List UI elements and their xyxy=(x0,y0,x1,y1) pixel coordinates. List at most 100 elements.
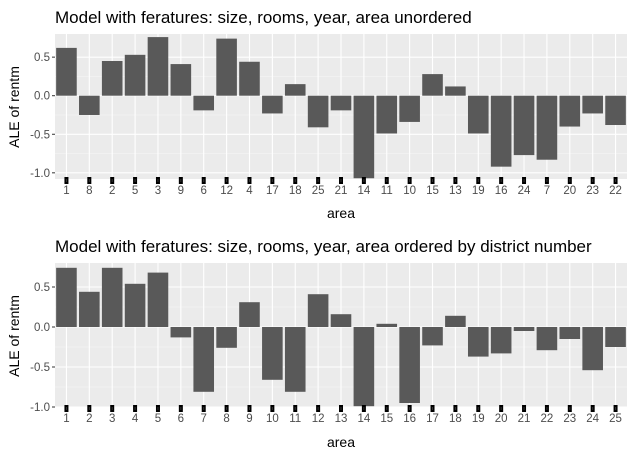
x-tick-label: 22 xyxy=(541,413,554,425)
x-tick-label: 6 xyxy=(178,413,184,425)
bar xyxy=(445,315,466,327)
x-tick-label: 5 xyxy=(132,185,138,197)
x-tick-label: 18 xyxy=(289,185,302,197)
x-tick-label: 3 xyxy=(155,185,161,197)
x-tick-label: 11 xyxy=(381,185,393,197)
bar xyxy=(216,327,237,348)
x-tick-label: 21 xyxy=(518,413,531,425)
y-tick-label: -1.0 xyxy=(30,402,50,414)
bar xyxy=(147,272,169,327)
x-axis-title: area xyxy=(327,434,355,450)
bar xyxy=(101,60,123,96)
chart-title: Model with feratures: size, rooms, year,… xyxy=(55,8,472,27)
x-tick-label: 12 xyxy=(220,185,233,197)
bar xyxy=(513,327,535,331)
y-tick-label: -0.5 xyxy=(30,129,50,141)
x-tick-label: 19 xyxy=(472,185,485,197)
x-tick-label: 13 xyxy=(449,185,462,197)
x-tick-label: 8 xyxy=(86,185,92,197)
x-tick-label: 2 xyxy=(109,185,115,197)
bar xyxy=(124,54,146,96)
bar xyxy=(79,291,100,327)
x-tick-label: 24 xyxy=(586,413,599,425)
x-tick-label: 1 xyxy=(63,185,69,197)
bar xyxy=(490,327,512,354)
x-tick-label: 18 xyxy=(449,413,462,425)
x-tick-label: 20 xyxy=(495,413,508,425)
bar xyxy=(399,327,420,403)
bar xyxy=(490,95,512,167)
bar xyxy=(422,74,443,96)
x-tick-label: 5 xyxy=(155,413,161,425)
bar xyxy=(284,327,306,392)
bar xyxy=(467,327,489,357)
x-tick-label: 15 xyxy=(426,185,439,197)
x-tick-label: 14 xyxy=(357,185,370,197)
y-axis-title: ALE of rentm xyxy=(6,295,22,377)
bar xyxy=(170,327,192,338)
x-tick-label: 17 xyxy=(426,413,439,425)
bar xyxy=(193,95,215,111)
x-tick-label: 13 xyxy=(335,413,348,425)
bar xyxy=(262,327,283,380)
bar xyxy=(307,95,329,128)
bar xyxy=(330,314,352,327)
bar xyxy=(239,61,260,96)
bar xyxy=(582,95,603,114)
chart-ordered: Model with feratures: size, rooms, year,… xyxy=(6,237,627,450)
bar xyxy=(193,327,215,392)
x-tick-label: 3 xyxy=(109,413,115,425)
x-tick-label: 7 xyxy=(544,185,550,197)
bar xyxy=(467,95,489,134)
x-tick-label: 25 xyxy=(609,413,622,425)
bar xyxy=(330,95,352,111)
y-axis: -1.0 -0.5 0.0 0.5 xyxy=(30,52,55,180)
y-tick-label: 0.5 xyxy=(34,52,50,64)
x-tick-label: 4 xyxy=(132,413,139,425)
bar xyxy=(284,84,306,96)
x-tick-label: 14 xyxy=(357,413,370,425)
bar xyxy=(262,95,283,114)
bar xyxy=(445,86,466,96)
x-tick-label: 9 xyxy=(246,413,252,425)
chart-title: Model with feratures: size, rooms, year,… xyxy=(55,237,592,256)
x-tick-label: 7 xyxy=(201,413,207,425)
x-tick-label: 16 xyxy=(495,185,508,197)
x-tick-label: 15 xyxy=(380,413,393,425)
bar xyxy=(536,95,558,160)
y-tick-label: -0.5 xyxy=(30,362,50,374)
x-tick-label: 1 xyxy=(63,413,69,425)
x-tick-label: 12 xyxy=(312,413,325,425)
bar xyxy=(101,267,123,327)
bars xyxy=(56,267,626,407)
y-tick-label: 0.5 xyxy=(34,282,50,294)
x-tick-label: 4 xyxy=(246,185,253,197)
bar xyxy=(582,327,603,371)
x-tick-label: 21 xyxy=(335,185,348,197)
x-axis: 1 8 2 5 3 9 6 12 4 17 18 25 21 14 11 10 15 13 19 16 24 7 20 23 2… xyxy=(63,179,622,197)
x-tick-label: 11 xyxy=(289,413,301,425)
x-tick-label: 19 xyxy=(472,413,485,425)
y-tick-label: 0.0 xyxy=(34,322,50,334)
bar xyxy=(376,95,398,134)
x-tick-label: 8 xyxy=(223,413,229,425)
bar xyxy=(239,302,260,327)
bar xyxy=(124,283,146,327)
bar xyxy=(216,38,237,96)
x-axis: 1 2 3 4 5 6 7 8 9 10 11 12 13 14 15 16 17 18 19 20 21 22 23 24 2… xyxy=(63,407,622,425)
x-tick-label: 25 xyxy=(312,185,325,197)
bar xyxy=(399,95,420,122)
bar xyxy=(56,267,77,327)
bar xyxy=(422,327,443,346)
bar xyxy=(605,95,626,126)
x-tick-label: 23 xyxy=(563,413,576,425)
x-tick-label: 9 xyxy=(178,185,184,197)
y-axis: -1.0 -0.5 0.0 0.5 xyxy=(30,282,55,414)
x-tick-label: 16 xyxy=(403,413,416,425)
bar xyxy=(307,294,329,327)
bar xyxy=(353,327,375,407)
bar xyxy=(536,327,558,351)
bars xyxy=(56,37,626,179)
bar xyxy=(353,95,375,179)
